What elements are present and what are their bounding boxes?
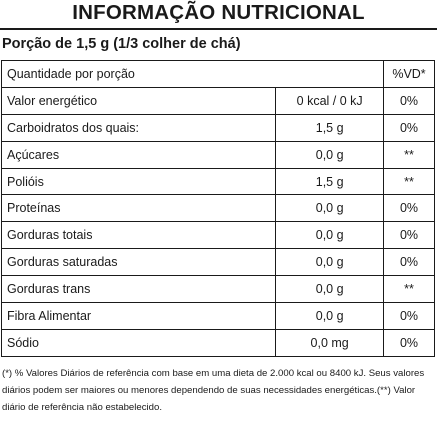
table-row: Gorduras totais 0,0 g 0% — [0, 221, 435, 250]
header-blank — [275, 60, 385, 88]
table-row: Açúcares 0,0 g ** — [0, 140, 435, 169]
table-row: Gorduras trans 0,0 g ** — [0, 275, 435, 304]
nutrient-vd: 0% — [383, 221, 435, 250]
nutrient-name: Gorduras saturadas — [0, 248, 277, 277]
table-row: Fibra Alimentar 0,0 g 0% — [0, 302, 435, 330]
nutrient-quantity: 0,0 mg — [275, 328, 385, 357]
nutrient-quantity: 1,5 g — [275, 113, 385, 142]
panel-title: INFORMAÇÃO NUTRICIONAL — [72, 1, 365, 24]
nutrient-vd: ** — [383, 140, 435, 169]
table-row: Sódio 0,0 mg 0% — [0, 328, 435, 357]
title-divider — [0, 28, 437, 30]
nutrient-name: Polióis — [0, 167, 277, 196]
nutrient-name: Valor energético — [0, 86, 277, 115]
nutrient-vd: ** — [383, 167, 435, 196]
nutrient-quantity: 1,5 g — [275, 167, 385, 196]
nutrient-quantity: 0,0 g — [275, 302, 385, 330]
nutrient-vd: 0% — [383, 302, 435, 330]
nutrient-vd: 0% — [383, 328, 435, 357]
nutrient-quantity: 0 kcal / 0 kJ — [275, 86, 385, 115]
table-header-row: Quantidade por porção %VD* — [0, 60, 435, 88]
nutrient-quantity: 0,0 g — [275, 275, 385, 304]
table-row: Proteínas 0,0 g 0% — [0, 194, 435, 223]
nutrient-vd: 0% — [383, 248, 435, 277]
nutrient-quantity: 0,0 g — [275, 140, 385, 169]
nutrient-vd: 0% — [383, 86, 435, 115]
nutrient-name: Gorduras totais — [0, 221, 277, 250]
nutrient-vd: 0% — [383, 194, 435, 223]
nutrient-vd: 0% — [383, 113, 435, 142]
table-row: Gorduras saturadas 0,0 g 0% — [0, 248, 435, 277]
nutrient-name: Proteínas — [0, 194, 277, 223]
header-quantity: Quantidade por porção — [0, 60, 276, 88]
footnote: (*) % Valores Diários de referência com … — [2, 368, 425, 413]
table-row: Polióis 1,5 g ** — [0, 167, 435, 196]
nutrient-name: Fibra Alimentar — [0, 302, 277, 330]
table-row: Valor energético 0 kcal / 0 kJ 0% — [0, 86, 435, 115]
nutrient-quantity: 0,0 g — [275, 248, 385, 277]
nutrient-vd: ** — [383, 275, 435, 304]
portion-size: Porção de 1,5 g (1/3 colher de chá) — [2, 36, 241, 52]
table-row: Carboidratos dos quais: 1,5 g 0% — [0, 113, 435, 142]
nutrient-quantity: 0,0 g — [275, 194, 385, 223]
nutrient-name: Gorduras trans — [0, 275, 277, 304]
nutrition-table: Quantidade por porção %VD* Valor energét… — [0, 60, 435, 357]
header-vd: %VD* — [383, 60, 435, 88]
nutrient-quantity: 0,0 g — [275, 221, 385, 250]
nutrient-name: Açúcares — [0, 140, 277, 169]
nutrient-name: Sódio — [0, 328, 277, 357]
nutrient-name: Carboidratos dos quais: — [0, 113, 277, 142]
